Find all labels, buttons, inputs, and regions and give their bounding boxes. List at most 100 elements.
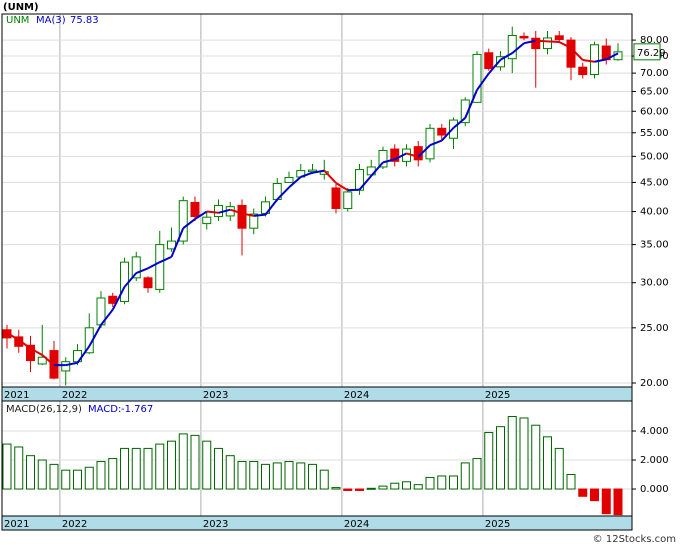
candle-body bbox=[343, 191, 353, 209]
macd-bar bbox=[543, 436, 552, 490]
x-tick-label: 2024 bbox=[344, 519, 369, 530]
y-tick-label: 80.00 bbox=[640, 35, 669, 46]
ma-line bbox=[206, 210, 219, 214]
chart-title: (UNM) bbox=[3, 2, 39, 13]
legend-macd: MACD(26,12,9) bbox=[6, 404, 82, 415]
y-tick-label: 45.00 bbox=[640, 177, 669, 188]
ma-line bbox=[323, 169, 337, 184]
x-tick-label: 2021 bbox=[4, 390, 29, 401]
macd-bar bbox=[284, 460, 294, 490]
ma-line bbox=[500, 52, 513, 61]
x-tick-label: 2022 bbox=[62, 519, 87, 530]
ma-line bbox=[30, 347, 43, 356]
footer: © 12Stocks.com bbox=[593, 534, 676, 545]
ma-line bbox=[65, 361, 78, 367]
macd-bar bbox=[26, 455, 35, 490]
legend-ma-value: 75.83 bbox=[70, 15, 99, 26]
macd-bar bbox=[296, 462, 306, 490]
candle-body bbox=[214, 204, 223, 218]
macd-bar bbox=[96, 460, 106, 490]
ma-line bbox=[358, 175, 373, 191]
macd-bar bbox=[507, 416, 517, 490]
ma-line bbox=[111, 286, 126, 311]
macd-bar bbox=[61, 469, 71, 490]
macd-bar bbox=[402, 481, 411, 490]
candle-body bbox=[531, 37, 541, 50]
y-tick-label: 30.00 bbox=[640, 278, 669, 289]
panel-frame bbox=[1, 400, 633, 517]
macd-bar bbox=[554, 447, 564, 490]
ma-line bbox=[264, 198, 279, 216]
candle-body bbox=[249, 213, 259, 229]
x-tick-label: 2025 bbox=[485, 390, 510, 401]
ma-line bbox=[312, 169, 325, 174]
macd-bar bbox=[225, 455, 235, 490]
candle-body bbox=[308, 169, 317, 173]
legend-macd-value: -1.767 bbox=[121, 404, 153, 415]
ma-line bbox=[394, 152, 407, 161]
ma-line bbox=[347, 188, 360, 192]
candle-body bbox=[190, 201, 200, 218]
macd-bar bbox=[190, 434, 200, 490]
x-tick-label: 2023 bbox=[203, 390, 228, 401]
macd-bar bbox=[143, 447, 153, 490]
candle-body bbox=[61, 361, 71, 372]
ma-line bbox=[441, 127, 455, 142]
candle-body bbox=[178, 200, 188, 242]
ma-line bbox=[547, 40, 560, 43]
ma-line bbox=[476, 72, 490, 91]
candle-body bbox=[331, 187, 341, 209]
macd-bar bbox=[73, 469, 82, 490]
y-tick-label: 65.00 bbox=[640, 86, 669, 97]
y-tick-label: 55.00 bbox=[640, 128, 669, 139]
candle-body bbox=[237, 204, 247, 229]
ma-line bbox=[523, 39, 536, 45]
macd-bar bbox=[472, 458, 482, 490]
candle-body bbox=[484, 52, 494, 70]
ma-line bbox=[6, 331, 20, 341]
ma-line bbox=[147, 261, 161, 270]
macd-bar bbox=[460, 462, 470, 490]
macd-bar bbox=[249, 460, 259, 490]
macd-bar bbox=[484, 431, 494, 490]
legend-ma: MA(3) bbox=[36, 15, 66, 26]
candle-body bbox=[543, 37, 552, 50]
macd-bar bbox=[366, 487, 376, 490]
ma-line bbox=[170, 227, 185, 258]
candle-body bbox=[460, 99, 470, 124]
macd-bar bbox=[272, 462, 282, 490]
ma-line bbox=[100, 309, 114, 326]
macd-bar bbox=[343, 488, 353, 491]
candle-body bbox=[519, 35, 529, 39]
candle-body bbox=[390, 148, 400, 162]
macd-bar bbox=[261, 463, 270, 490]
ma-line bbox=[594, 58, 607, 63]
candle-body bbox=[472, 53, 482, 103]
macd-bar bbox=[155, 443, 165, 490]
candle-body bbox=[566, 39, 576, 68]
macd-bar bbox=[49, 463, 59, 490]
panel-frame bbox=[1, 13, 633, 388]
y-tick-label: 4.000 bbox=[640, 426, 669, 437]
macd-bar bbox=[84, 466, 94, 490]
ma-line bbox=[182, 218, 196, 229]
ma-line bbox=[511, 42, 525, 54]
ma-line bbox=[241, 212, 254, 217]
ma-line bbox=[570, 47, 584, 61]
ma-line bbox=[452, 117, 466, 129]
candle-body bbox=[507, 34, 517, 60]
candle-body bbox=[131, 256, 141, 279]
ma-line bbox=[417, 144, 431, 158]
macd-bar bbox=[496, 426, 505, 490]
macd-bar bbox=[120, 447, 129, 490]
last-price: 76.29 bbox=[637, 48, 666, 59]
candle-body bbox=[26, 344, 35, 362]
macd-bar bbox=[214, 447, 223, 490]
ma-line bbox=[135, 267, 149, 274]
legend-symbol: UNM bbox=[6, 15, 29, 26]
y-tick-label: 25.00 bbox=[640, 323, 669, 334]
candle-body bbox=[202, 216, 212, 225]
ma-line bbox=[88, 324, 102, 347]
y-tick-label: 20.00 bbox=[640, 378, 669, 389]
candle-body bbox=[120, 261, 129, 303]
